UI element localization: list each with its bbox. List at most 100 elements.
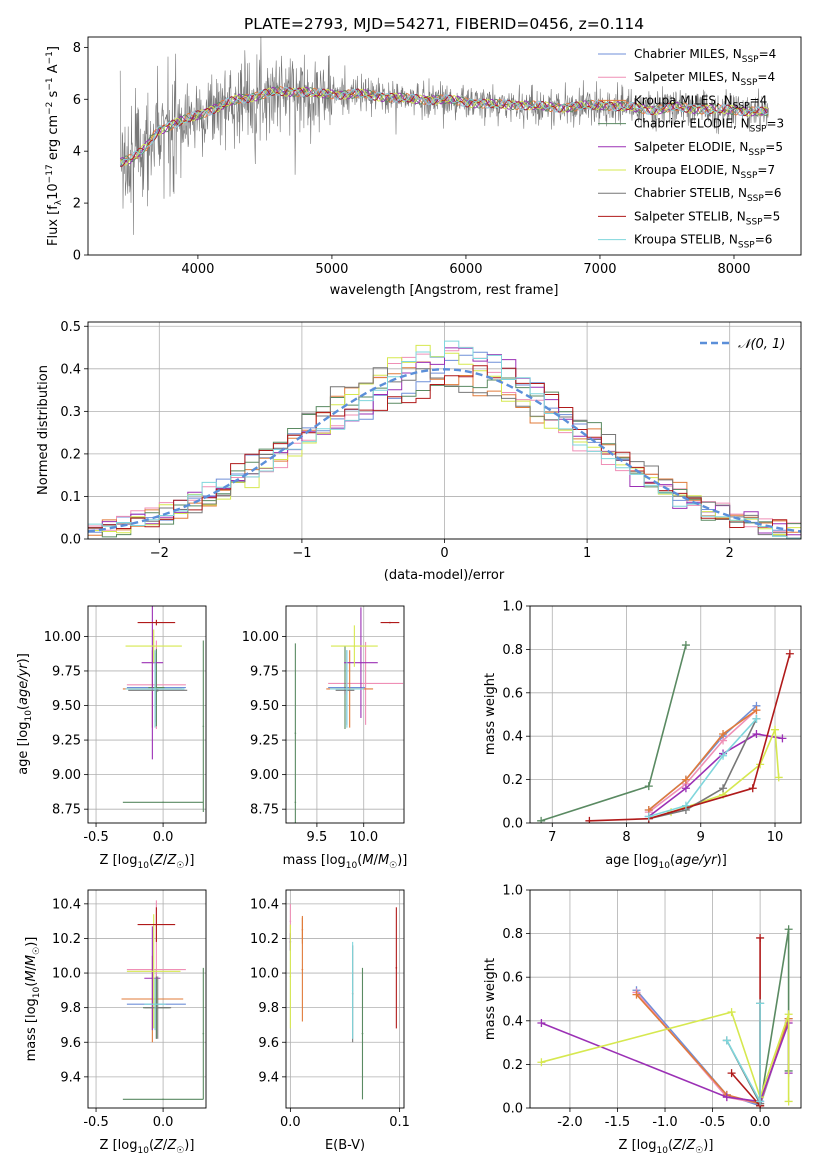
plus-marker: [644, 812, 653, 821]
data-point: [151, 977, 154, 980]
plus-marker: [784, 1097, 793, 1106]
data-point: [154, 1003, 156, 1005]
x-tick-label: 0.0: [153, 830, 174, 845]
y-tick-label: 0.4: [60, 362, 81, 377]
x-tick-label: −1: [292, 546, 311, 561]
y-tick-label: 1.0: [502, 884, 523, 899]
series-line-salpeter-stelib: [589, 653, 791, 822]
plus-marker: [632, 990, 641, 999]
data-point: [395, 967, 398, 969]
y-tick-label: 0.3: [60, 405, 81, 420]
y-tick-label: 9.4: [60, 1070, 81, 1085]
x-tick-label: 2: [726, 546, 734, 561]
x-tick-label: -0.5: [83, 830, 108, 845]
model-line-kroupa-stelib: [119, 86, 769, 166]
x-axis-label: wavelength [Angstrom, rest frame]: [330, 283, 559, 298]
data-point: [155, 968, 158, 971]
series-line-chabrier-stelib: [726, 1003, 761, 1104]
legend-entry: Salpeter STELIB, NSSP=5: [634, 209, 780, 227]
x-tick-label: 0.1: [389, 1115, 410, 1130]
plus-marker: [585, 816, 594, 823]
series-line-kroupa-stelib: [648, 718, 758, 818]
y-tick-label: 8.75: [52, 803, 81, 818]
y-tick-label: 9.00: [52, 768, 81, 783]
plus-marker: [727, 1008, 736, 1017]
axes-frame: [87, 605, 207, 824]
y-tick-label: 0.4: [502, 730, 523, 745]
data-point: [301, 968, 304, 971]
plus-marker: [756, 999, 765, 1008]
figure-title: PLATE=2793, MJD=54271, FIBERID=0456, z=0…: [244, 15, 644, 33]
x-tick-label: 0: [440, 546, 448, 561]
plus-marker: [644, 782, 653, 791]
y-tick-label: 0: [73, 249, 81, 264]
y-tick-label: 0.8: [502, 927, 523, 942]
axes-frame: [87, 889, 207, 1109]
plus-marker: [537, 816, 546, 823]
y-tick-label: 0.6: [502, 971, 523, 986]
plus-marker: [681, 784, 690, 793]
axes-frame: [529, 889, 802, 1109]
x-tick-label: -1.0: [652, 1115, 677, 1130]
plus-marker: [681, 801, 690, 810]
mass-vs-z-panel: -0.5 0.0 9.4 9.6 9.8 10.0 10.2 10.4 Z [log10(Z/Z…: [24, 889, 207, 1156]
plot-area: [88, 340, 801, 539]
y-tick-label: 9.25: [52, 734, 81, 749]
series-line-salpeter-stelib: [730, 938, 761, 1108]
y-tick-label: 10.4: [52, 897, 81, 912]
x-tick-label: 9.5: [307, 830, 328, 845]
plus-marker: [752, 730, 761, 739]
plot-area: [121, 900, 205, 1101]
y-tick-label: 2: [73, 197, 81, 212]
data-point: [155, 621, 158, 624]
axes-frame: [285, 889, 405, 1109]
x-tick-label: 10: [767, 830, 784, 845]
y-tick-label: 9.75: [52, 664, 81, 679]
plus-marker: [752, 706, 761, 715]
y-tick-label: 10.2: [250, 932, 279, 947]
x-axis-label: E(B-V): [325, 1138, 365, 1153]
y-tick-label: 9.8: [258, 1001, 279, 1016]
data-point: [202, 725, 205, 728]
y-tick-label: 0.2: [502, 1058, 523, 1073]
data-point: [361, 1032, 364, 1035]
x-tick-label: -0.5: [83, 1115, 108, 1130]
y-tick-label: 9.6: [60, 1036, 81, 1051]
plus-marker: [784, 1010, 793, 1019]
y-tick-label: 0.0: [502, 817, 523, 832]
data-point: [154, 688, 156, 690]
data-point: [156, 689, 159, 692]
y-tick-label: 1.0: [502, 600, 523, 615]
y-tick-label: 10.4: [250, 897, 279, 912]
x-axis-label: age [log10(age/yr)]: [605, 853, 727, 871]
plot-area: [537, 641, 794, 823]
data-point: [301, 928, 304, 931]
y-axis-label: Normed distribution: [36, 365, 51, 495]
model-line-salpeter-elodie: [119, 86, 769, 165]
plus-marker: [537, 1018, 546, 1027]
x-tick-label: -1.5: [605, 1115, 630, 1130]
y-tick-label: 0.5: [60, 320, 81, 335]
histogram-kroupa-stelib: [88, 340, 801, 539]
y-tick-label: 9.8: [60, 1001, 81, 1016]
mass-weight-age-panel: 7 8 9 10 0.0 0.2 0.4 0.6 0.8 1.0 age [log10(age/yr…: [483, 600, 802, 871]
plus-marker: [722, 1036, 731, 1045]
y-tick-label: 0.2: [502, 773, 523, 788]
mass-weight-z-panel: -2.0 -1.5 -1.0 -0.5 0.0 0.0 0.2 0.4 0.6 0.8 1.0 Z […: [483, 884, 802, 1156]
age-vs-mass-panel: 9.5 10.0 8.75 9.00 9.25 9.50 9.75 10.00 mass [lo…: [242, 605, 407, 871]
y-tick-label: 9.50: [250, 699, 279, 714]
axes-frame: [285, 605, 405, 824]
y-tick-label: 8: [73, 41, 81, 56]
plot-area: [119, 37, 769, 235]
data-point: [152, 645, 155, 647]
x-tick-label: 0.0: [153, 1115, 174, 1130]
x-tick-label: 0.0: [280, 1115, 301, 1130]
data-point: [353, 645, 356, 647]
y-axis-label: age [log10(age/yr)]: [16, 653, 34, 775]
plot-area: [537, 925, 793, 1108]
x-tick-label: 4000: [181, 262, 214, 277]
axes-frame: [87, 36, 802, 256]
spectrum-panel: 4000 5000 6000 7000 8000 0 2 4 6 8 Chabrier MILES,…: [45, 36, 802, 298]
plus-marker: [774, 773, 783, 782]
data-point: [289, 920, 292, 922]
